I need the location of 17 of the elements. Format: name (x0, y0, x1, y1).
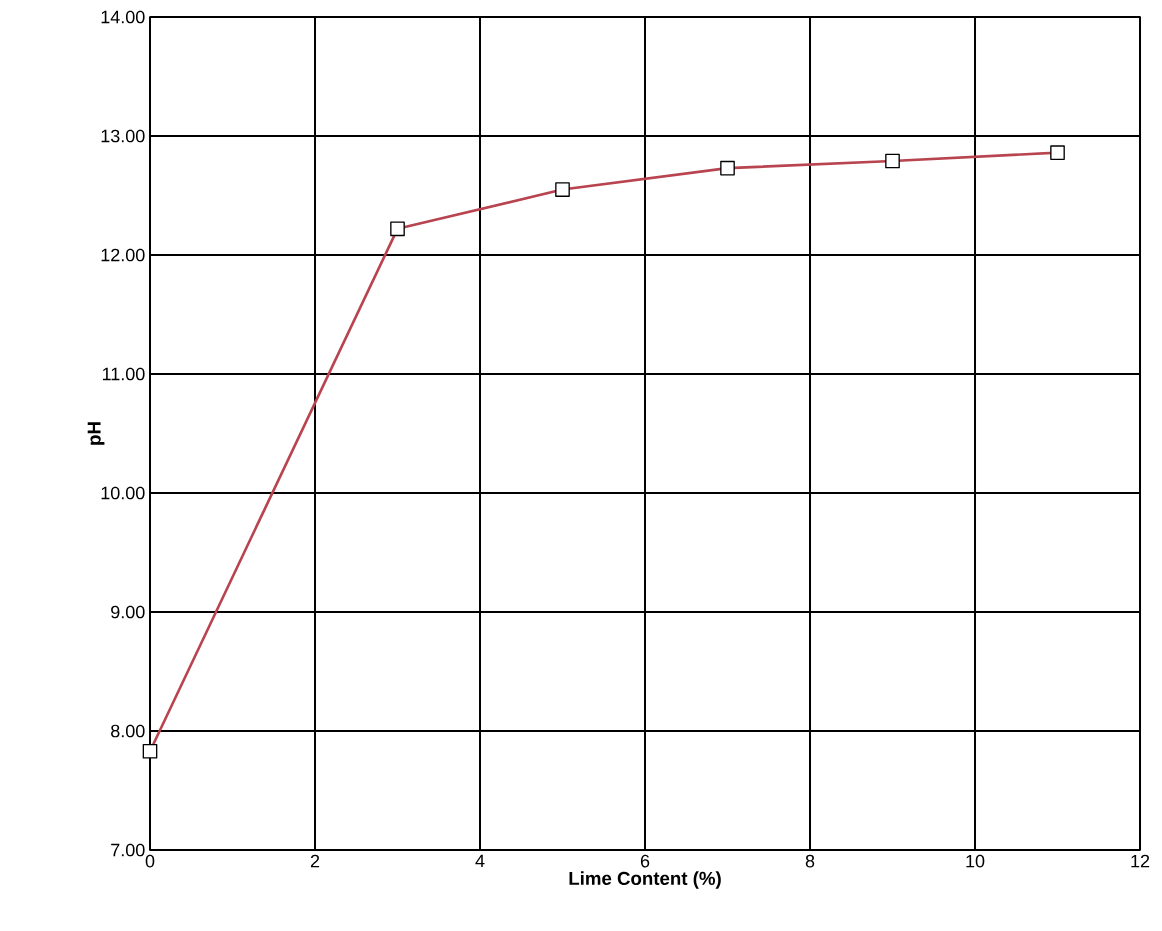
y-axis-title: pH (87, 422, 105, 445)
y-tick-label: 12.00 (101, 248, 145, 262)
y-tick-label: 10.00 (101, 486, 145, 500)
x-tick-label: 4 (475, 854, 485, 868)
y-tick-label: 9.00 (111, 605, 145, 619)
x-tick-label: 8 (805, 854, 815, 868)
y-tick-label: 11.00 (102, 367, 145, 381)
x-tick-label: 0 (145, 854, 155, 868)
x-axis-title: Lime Content (%) (569, 871, 721, 889)
x-tick-label: 2 (310, 854, 320, 868)
x-tick-label: 12 (1131, 854, 1150, 868)
x-tick-label: 6 (640, 854, 650, 868)
y-tick-label: 8.00 (111, 724, 145, 738)
y-tick-label: 13.00 (101, 129, 145, 143)
y-tick-label: 14.00 (101, 10, 145, 24)
x-tick-label: 10 (966, 854, 985, 868)
y-tick-label: 7.00 (111, 843, 145, 857)
